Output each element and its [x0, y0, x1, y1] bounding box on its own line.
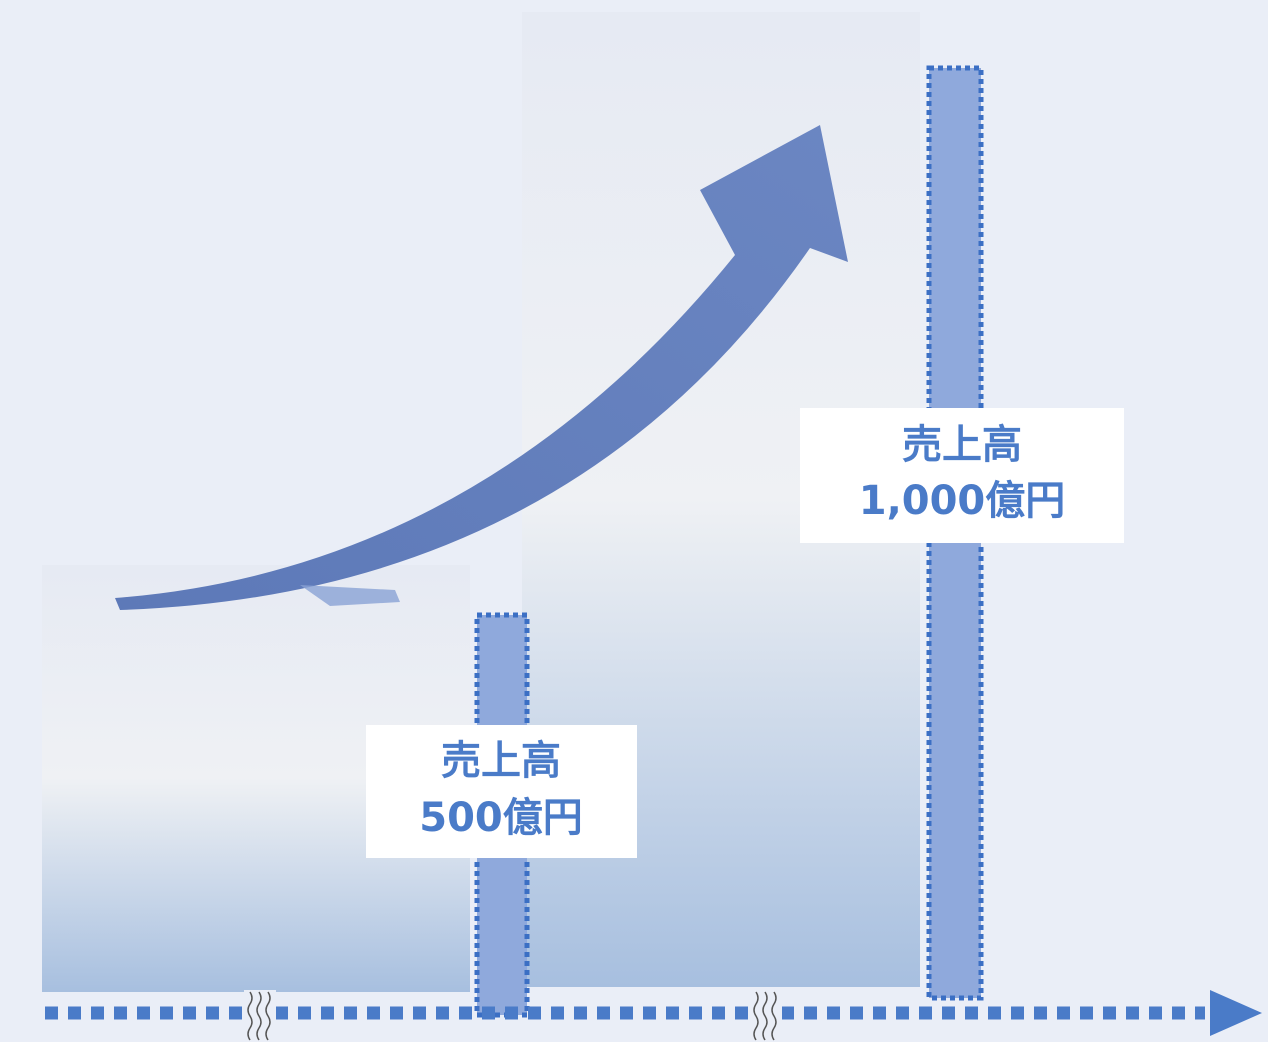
growth-arrow	[115, 125, 848, 610]
label-box	[366, 725, 637, 858]
axis-arrowhead	[1210, 990, 1262, 1036]
label-text: 1,000億円	[859, 478, 1066, 524]
label-box	[800, 408, 1124, 543]
label-text: 売上高	[441, 738, 561, 784]
label-text: 500億円	[419, 795, 583, 841]
break-mark	[244, 990, 276, 1041]
arrow-tail	[300, 585, 400, 606]
label-text: 売上高	[902, 422, 1022, 468]
break-mark	[750, 990, 782, 1041]
